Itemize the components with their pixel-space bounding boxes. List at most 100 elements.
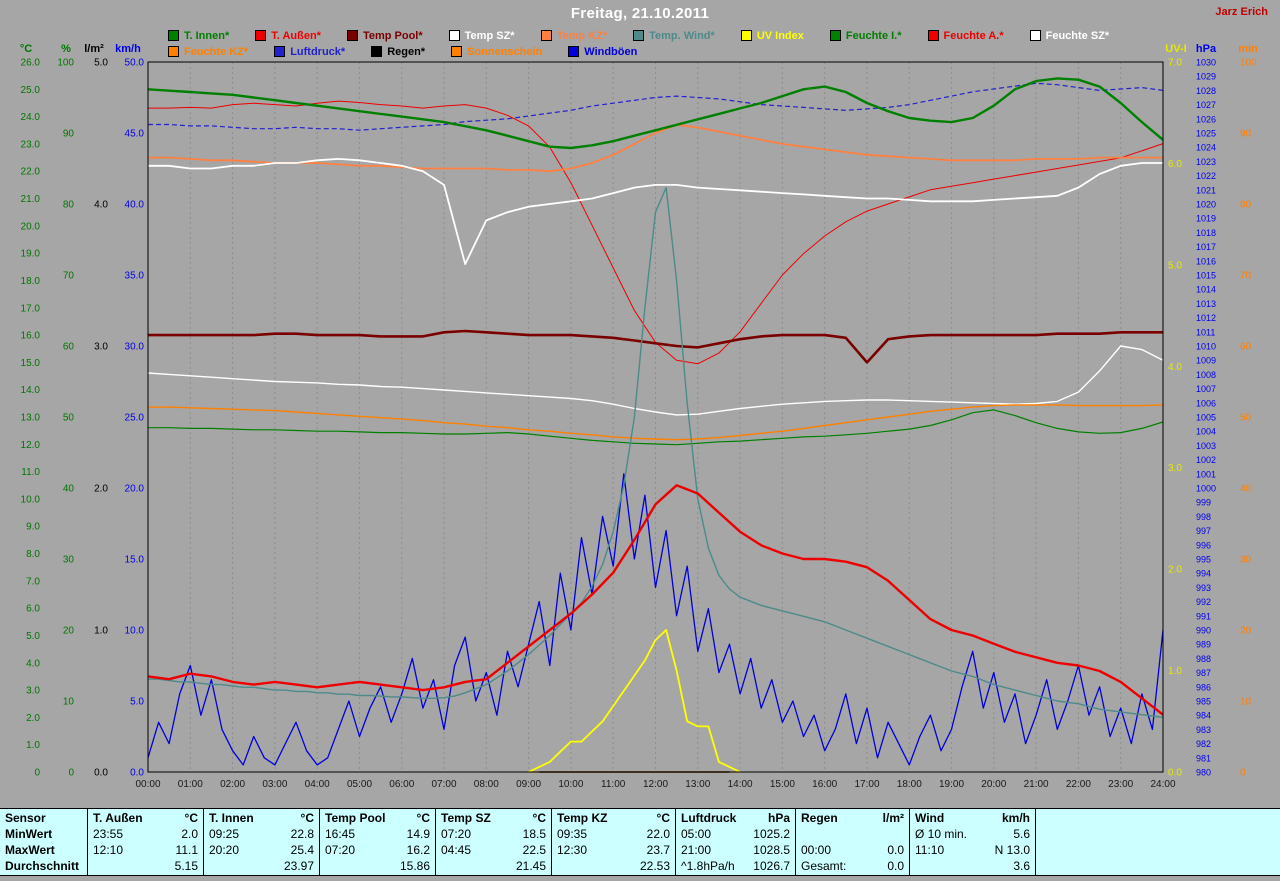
cell-left: 23:55 (93, 827, 124, 841)
cell-right: 5.15 (174, 859, 198, 873)
legend-item-t-au-en[interactable]: T. Außen* (255, 30, 321, 42)
table-header-row: Wind km/h (915, 810, 1030, 826)
svg-text:2.0: 2.0 (94, 484, 108, 495)
svg-text:13:00: 13:00 (685, 779, 710, 790)
svg-text:08:00: 08:00 (474, 779, 499, 790)
cell-right: l/m² (882, 811, 904, 825)
svg-text:0.0: 0.0 (1168, 768, 1182, 779)
table-header-row: T. Außen °C (93, 810, 198, 826)
series-feuchte-kz (148, 404, 1164, 441)
table-row: 00:00 0.0 (801, 842, 904, 858)
legend-item-uv-index[interactable]: UV Index (740, 30, 804, 42)
legend-item-temp-wind[interactable]: Temp. Wind* (633, 30, 715, 42)
svg-text:11.0: 11.0 (21, 467, 40, 478)
cell-right: 22.8 (290, 827, 314, 841)
svg-text:11:00: 11:00 (601, 779, 626, 790)
svg-text:24:00: 24:00 (1150, 779, 1175, 790)
legend-label: Regen* (387, 45, 426, 58)
legend-item-temp-sz[interactable]: Temp SZ* (448, 30, 515, 42)
legend-item-t-innen[interactable]: T. Innen* (168, 30, 229, 42)
svg-text:999: 999 (1196, 498, 1211, 508)
table-row: 16:45 14.9 (325, 826, 430, 842)
svg-text:24.0: 24.0 (21, 112, 41, 123)
legend-swatch-icon (1029, 30, 1041, 41)
svg-text:4.0: 4.0 (26, 658, 40, 669)
cell-right: 3.6 (1013, 859, 1030, 873)
svg-text:989: 989 (1196, 640, 1211, 650)
svg-text:2.0: 2.0 (1168, 565, 1182, 576)
cell-left: 12:30 (557, 843, 588, 857)
legend-label: Temp KZ* (556, 29, 608, 42)
legend-swatch-icon (168, 46, 179, 57)
legend-swatch-icon (346, 30, 358, 41)
grid-lines (147, 62, 1164, 772)
table-row: 07:20 18.5 (441, 826, 546, 842)
svg-text:5.0: 5.0 (26, 631, 40, 642)
legend-item-feuchte-sz[interactable]: Feuchte SZ* (1029, 30, 1109, 42)
svg-text:09:00: 09:00 (516, 779, 541, 790)
legend-item-regen[interactable]: Regen* (371, 46, 425, 58)
cell-right: 0.0 (887, 843, 904, 857)
legend-item-temp-pool[interactable]: Temp Pool* (346, 30, 423, 42)
svg-text:993: 993 (1196, 583, 1211, 593)
svg-text:01:00: 01:00 (178, 779, 203, 790)
cell-right: 0.0 (887, 859, 904, 873)
svg-text:13.0: 13.0 (21, 413, 41, 424)
legend-item-temp-kz[interactable]: Temp KZ* (540, 29, 608, 42)
legend-swatch-icon (448, 30, 460, 41)
table-row: 22.53 (557, 858, 670, 874)
svg-text:17.0: 17.0 (21, 303, 41, 314)
chart-svg: 26.0 25.0 24.0 23.0 22.0 21.0 20.0 19.0 18.0 17.0… (20, 43, 1258, 790)
svg-text:1006: 1006 (1196, 398, 1216, 408)
legend-item-windb-en[interactable]: Windböen (568, 46, 637, 58)
plot-area[interactable] (147, 61, 1164, 773)
series-t-innen (147, 77, 1164, 150)
svg-text:40: 40 (1240, 484, 1252, 495)
svg-text:50: 50 (1240, 413, 1252, 424)
svg-text:90: 90 (1240, 129, 1252, 140)
cell-right: 21.45 (515, 859, 546, 873)
svg-text:35.0: 35.0 (125, 271, 145, 282)
cell-right: km/h (1001, 811, 1030, 825)
cell-right: °C (532, 811, 546, 825)
table-row: 3.6 (915, 858, 1030, 874)
table-row: Ø 10 min. 5.6 (915, 826, 1030, 842)
svg-text:1002: 1002 (1196, 455, 1216, 465)
legend-item-sonnenschein[interactable]: Sonnenschein (451, 46, 542, 58)
legend-swatch-icon (540, 30, 552, 41)
cell-right: hPa (767, 811, 790, 825)
legend-swatch-icon (451, 46, 463, 57)
svg-text:996: 996 (1196, 540, 1211, 550)
svg-text:30.0: 30.0 (125, 342, 145, 353)
svg-text:1007: 1007 (1196, 384, 1216, 394)
cell-right: 5.6 (1013, 827, 1030, 841)
svg-text:1024: 1024 (1196, 143, 1216, 153)
svg-text:5.0: 5.0 (1168, 260, 1182, 271)
svg-text:12.0: 12.0 (21, 440, 41, 451)
legend-item-luftdruck[interactable]: Luftdruck* (274, 46, 345, 58)
legend-swatch-icon (829, 30, 841, 41)
legend-item-feuchte-kz[interactable]: Feuchte KZ* (168, 46, 248, 58)
svg-text:1008: 1008 (1196, 370, 1216, 380)
svg-text:1019: 1019 (1196, 214, 1216, 224)
svg-text:04:00: 04:00 (305, 779, 330, 790)
svg-text:10.0: 10.0 (125, 626, 145, 637)
cell-right: °C (184, 811, 198, 825)
legend-item-feuchte-i[interactable]: Feuchte I.* (829, 30, 902, 42)
legend-item-feuchte-a[interactable]: Feuchte A.* (927, 30, 1004, 42)
cell-right: 23.7 (646, 843, 670, 857)
table-header-row: Regen l/m² (801, 810, 904, 826)
svg-text:982: 982 (1196, 739, 1211, 749)
table-header-row: Temp SZ °C (441, 810, 546, 826)
svg-text:15:00: 15:00 (770, 779, 795, 790)
cell-left: 20:20 (209, 843, 240, 857)
table-row: 20:20 25.4 (209, 842, 314, 858)
cell-right: N 13.0 (994, 843, 1030, 857)
legend-swatch-icon (927, 30, 939, 41)
table-row: 15.86 (325, 858, 430, 874)
svg-text:06:00: 06:00 (389, 779, 414, 790)
svg-text:19.0: 19.0 (21, 249, 41, 260)
table-row: 11:10 N 13.0 (915, 842, 1030, 858)
svg-text:995: 995 (1196, 555, 1211, 565)
